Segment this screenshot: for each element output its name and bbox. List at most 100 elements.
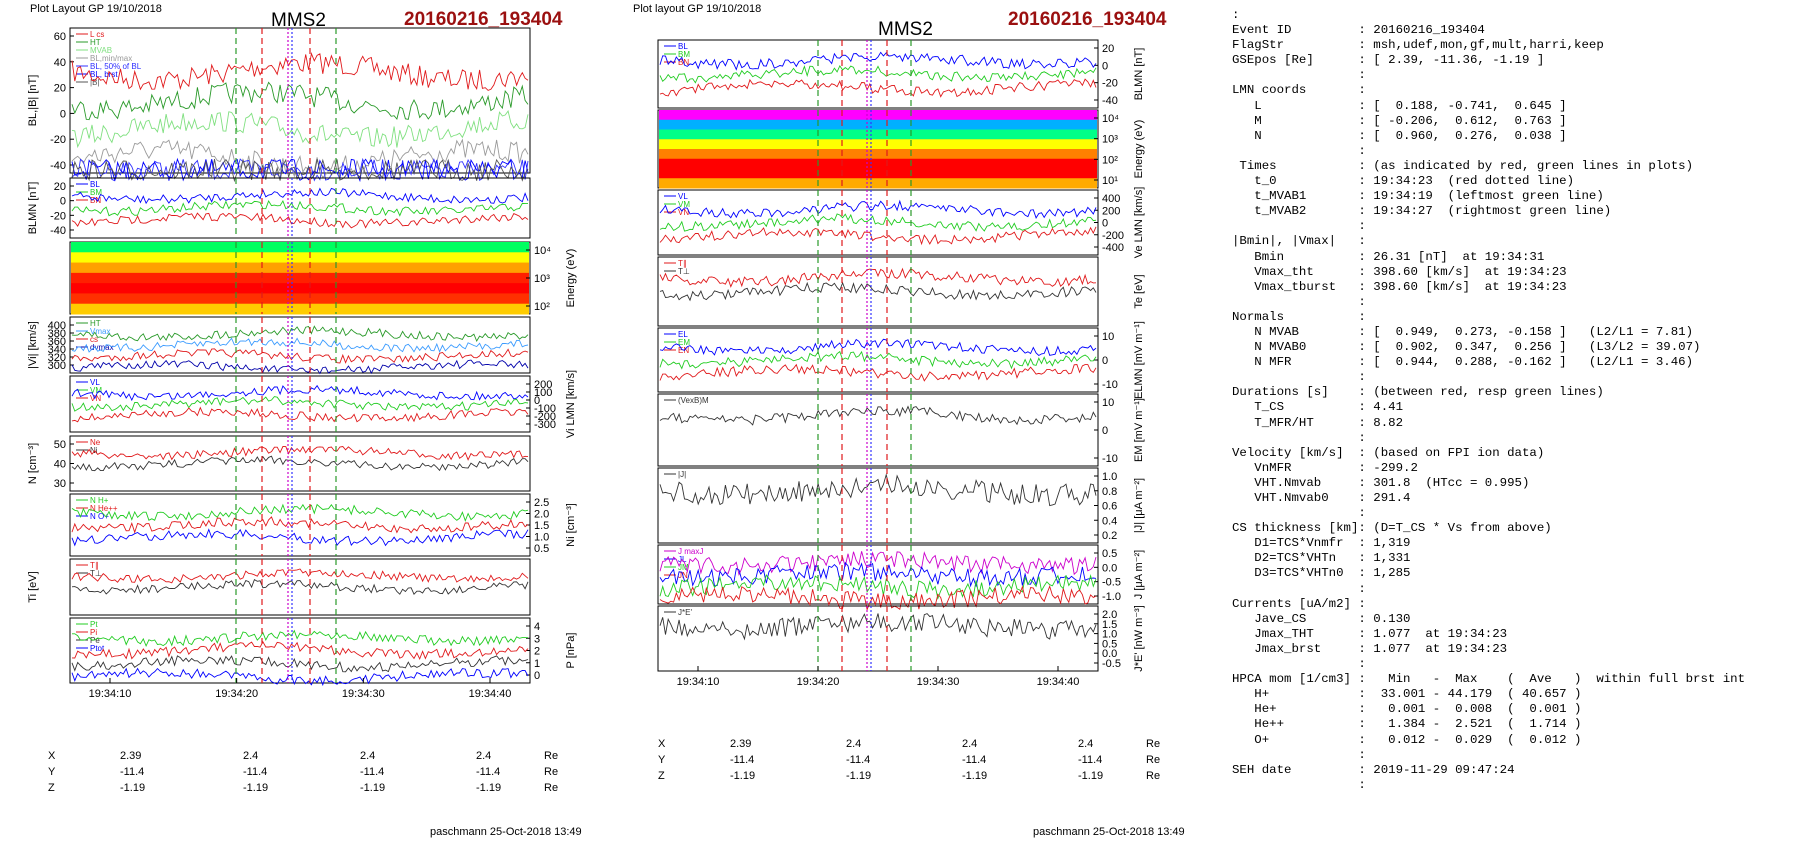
y-tick-label: 0 [534,670,540,682]
y-tick-label: 200 [1102,205,1120,217]
legend-label: Pi [90,628,97,637]
y-tick-label: 400 [48,320,66,332]
spectrogram-band [659,110,1097,121]
y-tick-label: 0.0 [1102,648,1117,660]
legend-label: |J| [678,470,686,479]
y-tick-label: 10⁴ [534,245,551,257]
left-event-id: 20160216_193404 [404,9,563,30]
panel-frame [657,544,1099,605]
info-line: Velocity [km/s] : (based on FPI ion data… [1232,445,1545,460]
legend-label: J maxJ [678,547,703,556]
legend-label: L cs [90,30,104,39]
info-line: HPCA mom [1/cm3] : Min - Max ( Ave ) wit… [1232,672,1746,687]
panel-frame [657,256,1099,327]
y-axis-label: |J| [μA m⁻²] [1133,478,1145,533]
info-line: : [1232,747,1366,762]
data-trace [71,406,529,423]
y-tick-label: 0 [1102,60,1108,72]
y-tick-label: 0 [1102,355,1108,367]
info-line: He++ : 1.384 - 2.521 ( 1.714 ) [1232,717,1582,732]
y-tick-label: 0.0 [1102,562,1117,574]
orbit-value: 2.39 [730,738,752,750]
y-tick-label: -400 [1102,242,1124,254]
y-tick-label: -10 [1102,453,1118,465]
y-tick-label: 300 [48,360,66,372]
y-axis-label: P [nPa] [565,633,577,669]
legend-label: VL [678,192,688,201]
panel-frame [69,375,531,433]
spectrogram-band [659,139,1097,150]
panel-spec: 10⁴ 10³ 10² Energy (eV) [69,241,577,315]
spectrogram-band [71,303,529,315]
orbit-value: 2.4 [1078,738,1094,750]
orbit-value: -11.4 [730,754,755,766]
orbit-value: -11.4 [120,766,145,778]
y-tick-label: -0.5 [1102,577,1121,589]
x-tick-label: 19:34:30 [342,688,385,700]
spectrogram-band [659,158,1097,169]
y-axis-label: J*E' [nW m⁻³] [1133,605,1145,672]
y-tick-label: 0 [60,108,66,120]
info-line: Jave_CS : 0.130 [1232,611,1411,626]
info-line: Jmax_brst : 1.077 at 19:34:23 [1232,641,1508,656]
x-tick-label: 19:34:20 [215,688,258,700]
y-axis-label: N [cm⁻³] [27,443,39,484]
x-tick-label: 19:34:10 [89,688,132,700]
legend-label: N O+ [90,512,109,521]
info-line: T_CS : 4.41 [1232,400,1404,415]
legend-label: N He++ [90,504,118,513]
middle-orbit-table: X 2.39 2.4 2.4 2.4 Re Y -11.4 -11.4 -11.4 -11.4 Re Z… [650,738,1180,793]
y-tick-label: 50 [54,439,66,451]
panel-frame [69,493,531,557]
orbit-unit: Re [1146,754,1161,766]
legend-label: T∥ [678,259,687,268]
info-line: T_MFR/HT : 8.82 [1232,415,1404,430]
info-line: M : [ -0.206, 0.612, 0.763 ] [1232,113,1567,128]
legend-label: T∥ [90,561,99,570]
legend-label: BN [90,196,101,205]
legend-label: Pt [90,620,98,629]
y-tick-label: 20 [54,181,66,193]
legend-label: T⊥ [90,569,102,578]
info-line: : [1232,8,1240,22]
orbit-unit: Re [544,766,559,778]
orbit-value: -11.4 [846,754,871,766]
y-tick-label: 340 [48,344,66,356]
data-trace [659,350,1097,370]
data-trace [659,267,1097,288]
data-trace [71,396,529,412]
legend-label: EM [678,338,690,347]
orbit-unit: Re [1146,738,1161,750]
orbit-row-z: Z -1.19 -1.19 -1.19 -1.19 Re [40,782,560,796]
orbit-value: 2.39 [120,750,142,762]
y-axis-label: Energy (eV) [565,249,577,308]
y-axis-label: Ti [eV] [27,571,39,602]
orbit-row-y: Y -11.4 -11.4 -11.4 -11.4 Re [650,754,1180,768]
info-line: : [1232,370,1366,385]
orbit-row-label: Z [658,770,665,782]
orbit-value: -1.19 [962,770,988,782]
y-tick-label: -1.0 [1102,591,1121,603]
orbit-row-label: Z [48,782,55,794]
legend-label: BL [90,180,100,189]
info-line: FlagStr : msh,udef,mon,gf,mult,harri,kee… [1232,38,1604,53]
orbit-value: -11.4 [962,754,987,766]
data-trace [659,338,1097,357]
info-line: VHT.Nmvab : 301.8 (HTcc = 0.995) [1232,475,1530,490]
panel-em: 10 0 -10 EM [mV m⁻¹] (VexB)M [657,393,1145,467]
data-trace [659,51,1097,71]
orbit-value: -1.19 [730,770,756,782]
legend-label: BL [678,42,688,51]
data-trace [71,199,529,217]
y-tick-label: 0.8 [1102,486,1117,498]
info-line: VnMFR : -299.2 [1232,460,1418,475]
y-tick-label: 10⁴ [1102,113,1119,125]
info-line: Vmax_tburst : 398.60 [km/s] at 19:34:23 [1232,279,1567,294]
left-spacecraft-title: MMS2 [271,10,326,31]
legend-label: Ptot [90,644,105,653]
